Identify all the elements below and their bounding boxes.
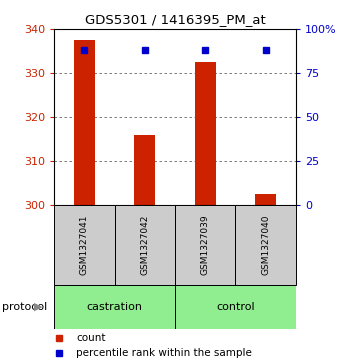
Text: control: control [216, 302, 255, 312]
Bar [235, 205, 296, 285]
Text: GSM1327039: GSM1327039 [201, 215, 210, 276]
Text: count: count [76, 333, 105, 343]
Bar [74, 40, 95, 205]
Bar [134, 135, 155, 205]
Bar [115, 205, 175, 285]
Text: castration: castration [87, 302, 143, 312]
Text: GSM1327040: GSM1327040 [261, 215, 270, 275]
Text: GSM1327041: GSM1327041 [80, 215, 89, 275]
Text: percentile rank within the sample: percentile rank within the sample [76, 348, 252, 359]
Text: protocol: protocol [2, 302, 47, 312]
Bar [175, 285, 296, 329]
Text: ▶: ▶ [34, 302, 43, 312]
Bar [255, 194, 276, 205]
Bar [195, 62, 216, 205]
Text: GDS5301 / 1416395_PM_at: GDS5301 / 1416395_PM_at [85, 13, 265, 26]
Bar [54, 285, 175, 329]
Bar [175, 205, 235, 285]
Text: GSM1327042: GSM1327042 [140, 215, 149, 275]
Bar [54, 205, 115, 285]
